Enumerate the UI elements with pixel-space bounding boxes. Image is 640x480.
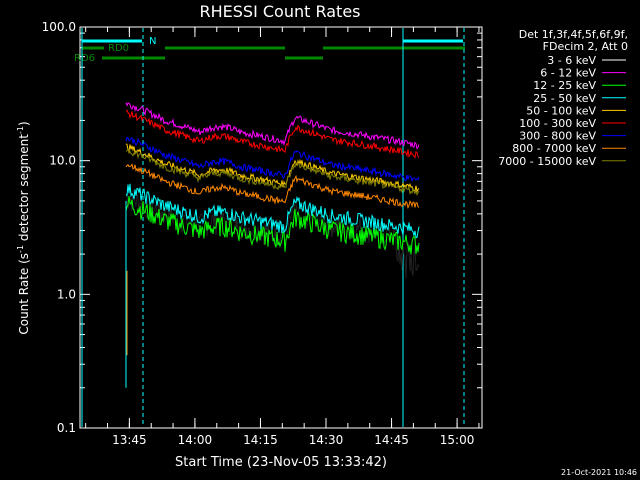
series-line [125, 147, 420, 197]
legend-label: 12 - 25 keV [533, 79, 596, 92]
x-tick-label: 15:00 [440, 433, 475, 447]
legend-header: Det 1f,3f,4f,5f,6f,9f, [519, 28, 628, 41]
x-axis-label: Start Time (23-Nov-05 13:33:42) [175, 455, 387, 470]
plot-frame [79, 26, 483, 429]
y-axis-label: Count Rate (s-1 detector segment-1) [16, 121, 31, 334]
legend-label: 6 - 12 keV [540, 67, 596, 80]
rd6-flag-label: RD6 [74, 53, 95, 64]
chart-title: RHESSI Count Rates [200, 2, 361, 21]
legend-label: 25 - 50 keV [533, 92, 596, 105]
rd0-flag-label: RD0 [108, 43, 129, 54]
legend: Det 1f,3f,4f,5f,6f,9f,FDecim 2, Att 03 -… [498, 28, 628, 168]
n-flag-label: N [149, 36, 156, 47]
legend-label: 7000 - 15000 keV [498, 155, 596, 168]
y-tick-label: 10.0 [49, 154, 76, 168]
legend-label: 100 - 300 keV [519, 117, 596, 130]
series-line [125, 183, 420, 239]
series-line [125, 102, 420, 150]
x-tick-label: 13:45 [112, 433, 147, 447]
y-tick-label: 1.0 [57, 287, 76, 301]
legend-label: 800 - 7000 keV [512, 142, 596, 155]
legend-label: 3 - 6 keV [547, 54, 596, 67]
series-line [125, 163, 420, 210]
footer-date: 21-Oct-2021 10:46 [561, 468, 637, 477]
y-axis-ticks: 0.1 1.0 10.0 100.0 [42, 20, 482, 435]
legend-label: 300 - 800 keV [519, 130, 596, 143]
series-line [125, 196, 420, 255]
flag-bars: N RD0 RD6 [74, 28, 465, 427]
y-tick-label: 0.1 [57, 421, 76, 435]
x-tick-label: 14:45 [374, 433, 409, 447]
legend-header: FDecim 2, Att 0 [543, 40, 628, 53]
y-tick-label: 100.0 [42, 20, 76, 34]
series-lines [125, 102, 420, 388]
x-axis-ticks: 13:45 14:00 14:15 14:30 14:45 15:00 [85, 27, 480, 447]
series-line [125, 109, 420, 159]
legend-label: 50 - 100 keV [526, 104, 596, 117]
x-tick-label: 14:00 [178, 433, 213, 447]
series-line [125, 136, 420, 183]
x-tick-label: 14:30 [309, 433, 344, 447]
x-tick-label: 14:15 [243, 433, 278, 447]
